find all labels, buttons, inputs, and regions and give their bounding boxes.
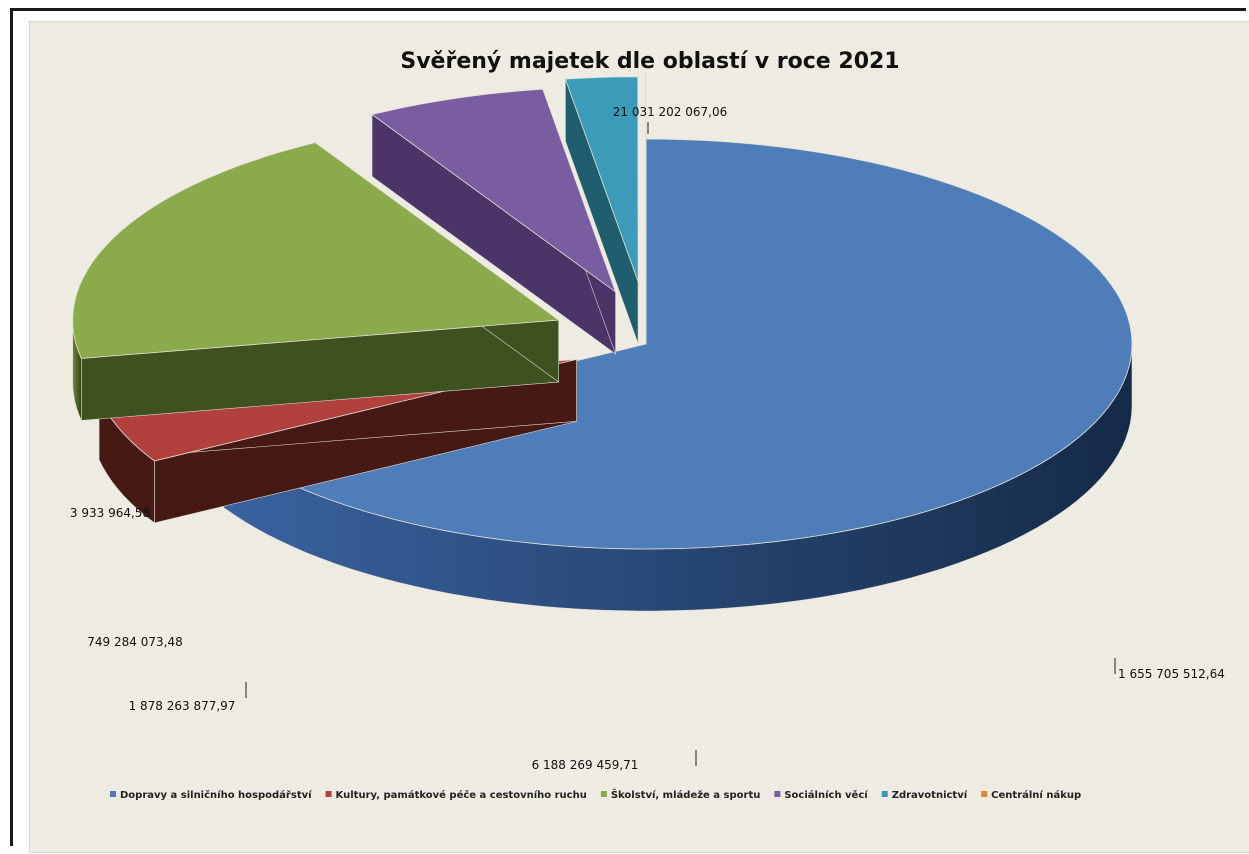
legend-item-skolstvi-mladeze-a-sportu[interactable]: Školství, mládeže a sportu (601, 788, 761, 801)
legend-swatch (882, 791, 888, 797)
chart-frame: Svěřený majetek dle oblastí v roce 2021 … (10, 8, 1246, 846)
legend-swatch (981, 791, 987, 797)
data-label-kultury-pamatkove-pece-a-cestovniho-ruchu: 1 655 705 512,64 (1118, 667, 1225, 681)
legend-label: Školství, mládeže a sportu (611, 788, 761, 801)
legend: Dopravy a silničního hospodářství Kultury… (110, 788, 1081, 801)
legend-item-centralni-nakup[interactable]: Centrální nákup (981, 789, 1081, 801)
legend-swatch (326, 791, 332, 797)
data-label-centralni-nakup: 3 933 964,58 (70, 506, 150, 520)
legend-item-kultury-pamatkove-pece-a-cestovniho-ruchu[interactable]: Kultury, památkové péče a cestovního ruc… (326, 789, 587, 801)
legend-item-socialnich-veci[interactable]: Sociálních věcí (774, 789, 868, 801)
legend-label: Dopravy a silničního hospodářství (120, 789, 312, 801)
legend-label: Centrální nákup (991, 789, 1081, 801)
data-label-socialnich-veci: 1 878 263 877,97 (129, 699, 236, 713)
legend-swatch (601, 791, 607, 797)
data-label-dopravy-a-silnicniho-hospodarstvi: 21 031 202 067,06 (613, 105, 728, 119)
legend-item-dopravy-a-silnicniho-hospodarstvi[interactable]: Dopravy a silničního hospodářství (110, 789, 312, 801)
legend-label: Kultury, památkové péče a cestovního ruc… (336, 789, 587, 801)
data-label-zdravotnictvi: 749 284 073,48 (87, 635, 182, 649)
legend-swatch (774, 791, 780, 797)
legend-item-zdravotnictvi[interactable]: Zdravotnictví (882, 789, 968, 801)
pie-slices (73, 72, 1132, 611)
legend-label: Sociálních věcí (784, 789, 868, 801)
legend-swatch (110, 791, 116, 797)
chart-title: Svěřený majetek dle oblastí v roce 2021 (400, 49, 899, 74)
data-label-skolstvi-mladeze-a-sportu: 6 188 269 459,71 (532, 758, 639, 772)
legend-label: Zdravotnictví (892, 789, 968, 801)
chart-area: Svěřený majetek dle oblastí v roce 2021 … (29, 21, 1249, 853)
pie-chart: Svěřený majetek dle oblastí v roce 2021 … (30, 22, 1249, 854)
